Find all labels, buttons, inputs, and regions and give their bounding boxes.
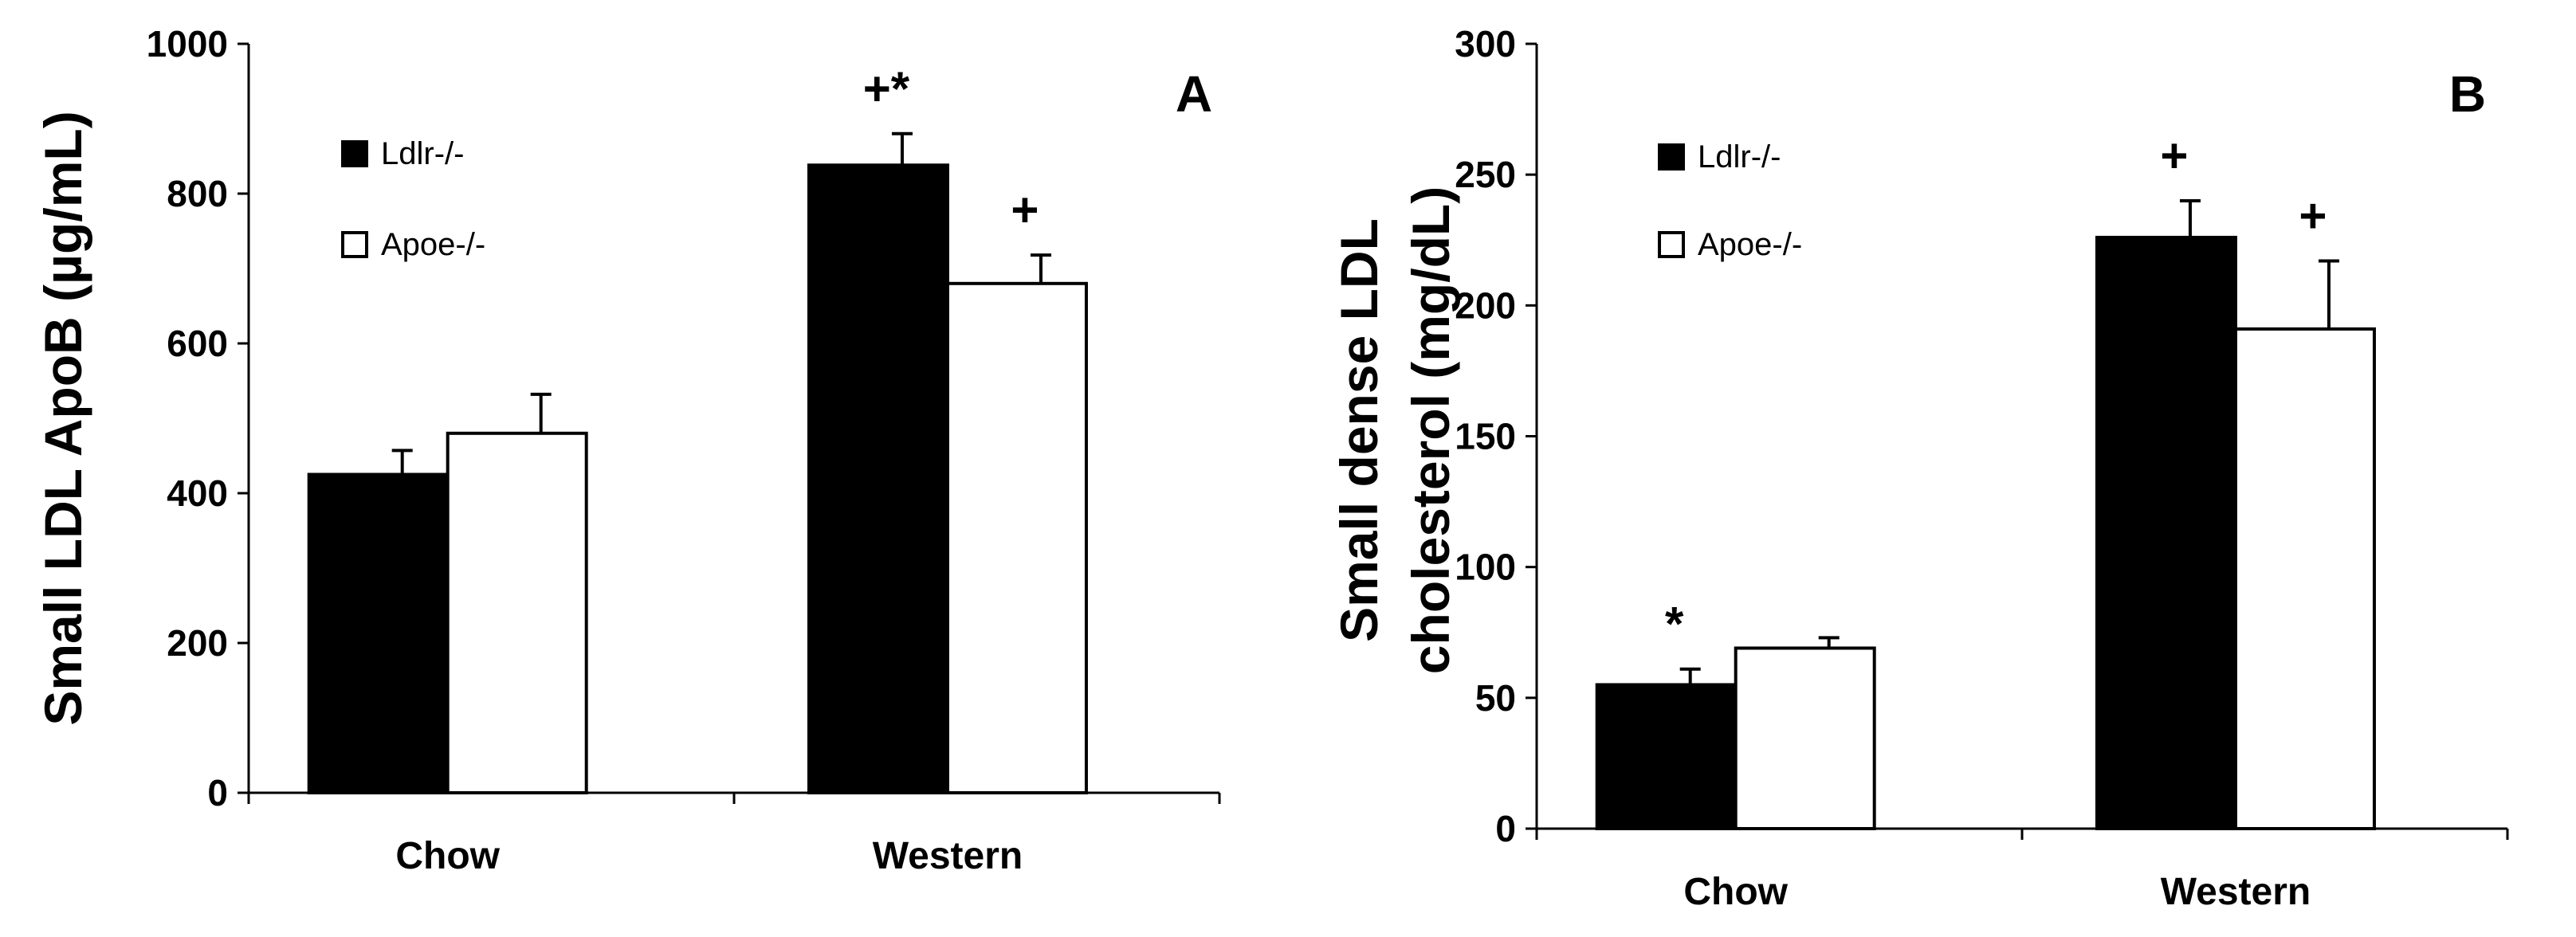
legend-label: Apoe-/- (381, 227, 485, 262)
y-tick-label: 400 (167, 472, 228, 514)
y-tick-label: 100 (1455, 547, 1516, 588)
bar-ldlr (807, 163, 949, 794)
panel-letter: B (2449, 65, 2486, 123)
panel-letter: A (1176, 65, 1212, 123)
chart-panel-a: 0 200 400 600 800 1000 Chow Western +* + Ldlr-/- Ap… (33, 23, 1221, 877)
bar-apoe (1734, 646, 1876, 831)
x-category-label: Chow (1683, 871, 1788, 913)
significance-marker: + (2160, 129, 2188, 182)
y-tick-label: 0 (1495, 808, 1516, 849)
significance-marker: + (2299, 190, 2327, 243)
bar-ldlr (307, 472, 450, 794)
y-tick-label: 50 (1475, 677, 1516, 719)
bar-apoe (446, 431, 588, 794)
y-tick-label: 150 (1455, 416, 1516, 457)
bar-apoe (945, 281, 1088, 794)
bar-ldlr (2095, 235, 2237, 830)
y-tick-label: 250 (1455, 154, 1516, 195)
y-tick-label: 1000 (147, 23, 228, 65)
y-tick-label: 600 (167, 323, 228, 364)
y-tick-label: 0 (207, 772, 228, 814)
x-category-label: Western (2161, 871, 2311, 913)
y-tick-label: 200 (167, 622, 228, 664)
bar-ldlr (1595, 683, 1738, 831)
y-axis-label: Small LDL ApoB (µg/mL) (33, 111, 92, 725)
significance-marker: +* (863, 62, 910, 116)
legend-swatch-ldlr (341, 140, 368, 167)
y-axis-label: cholesterol (mg/dL) (1401, 186, 1460, 674)
y-axis-label: Small dense LDL (1329, 218, 1388, 642)
chart-panel-b: 0 50 100 150 200 250 300 Chow Western * + + Ldlr-/- A… (1329, 23, 2509, 913)
legend-label: Ldlr-/- (1698, 139, 1781, 174)
legend-label: Apoe-/- (1698, 227, 1802, 262)
legend-swatch-ldlr (1658, 143, 1685, 171)
y-tick-label: 800 (167, 173, 228, 214)
y-tick-label: 200 (1455, 284, 1516, 326)
legend-swatch-apoe (341, 231, 368, 258)
bar-apoe (2233, 327, 2376, 830)
legend-swatch-apoe (1658, 231, 1685, 258)
x-category-label: Chow (395, 835, 500, 877)
x-category-label: Western (873, 835, 1023, 877)
significance-marker: * (1665, 598, 1684, 651)
significance-marker: + (1011, 183, 1039, 237)
y-tick-label: 300 (1455, 23, 1516, 65)
legend-label: Ldlr-/- (381, 136, 464, 171)
